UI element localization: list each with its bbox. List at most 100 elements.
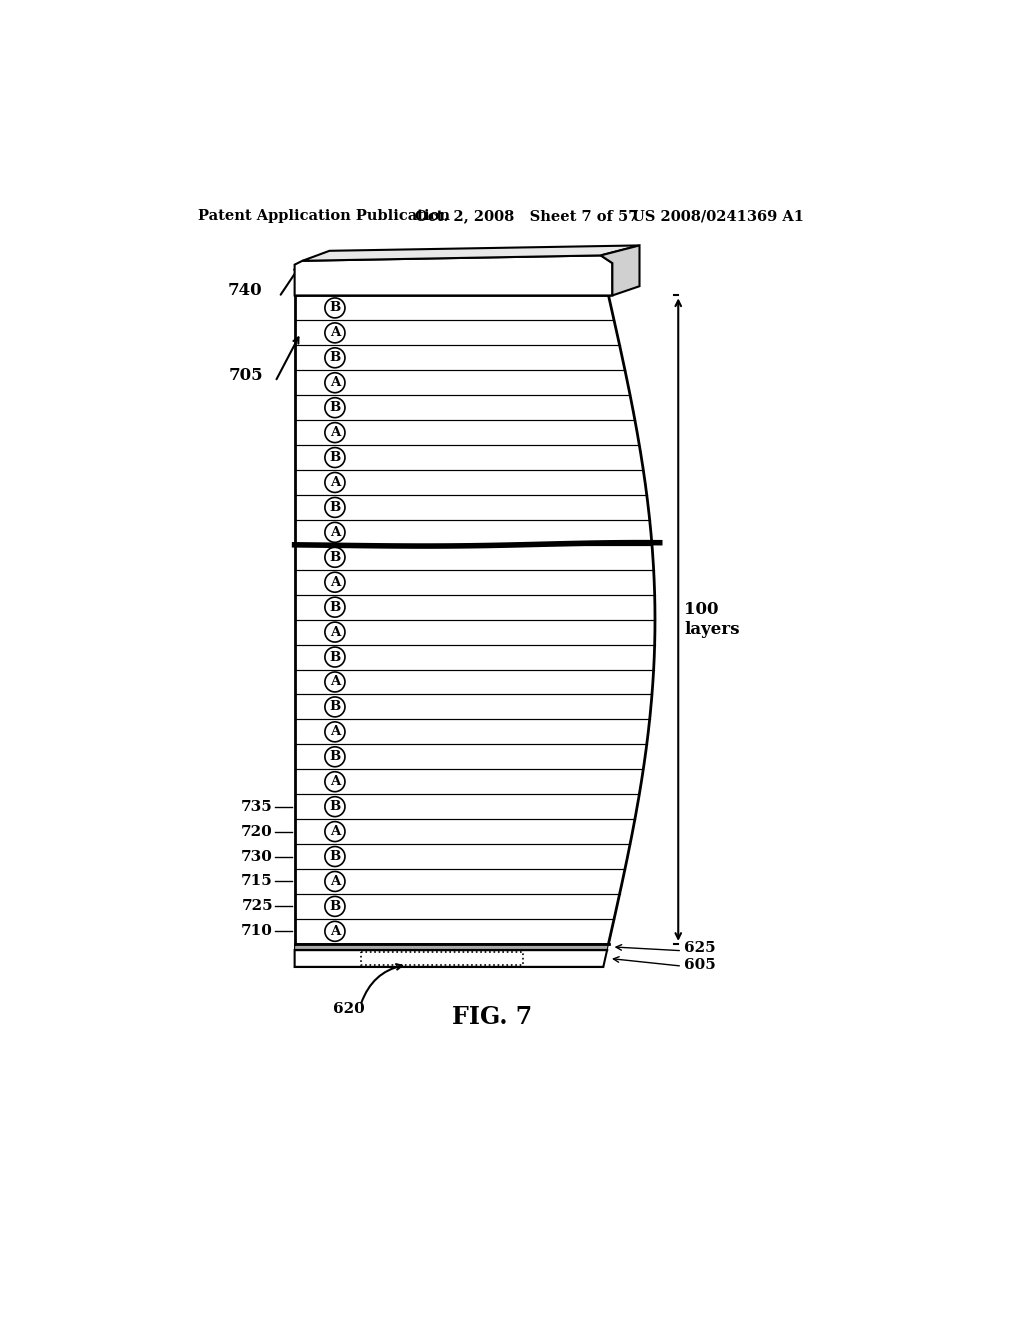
Circle shape: [325, 846, 345, 866]
Polygon shape: [295, 820, 635, 843]
Text: 730: 730: [241, 850, 273, 863]
Polygon shape: [302, 246, 640, 261]
Text: 725: 725: [242, 899, 273, 913]
Polygon shape: [295, 843, 630, 869]
Circle shape: [325, 323, 345, 343]
Text: A: A: [330, 925, 340, 937]
Text: 625: 625: [684, 941, 716, 956]
Polygon shape: [295, 545, 653, 570]
Polygon shape: [601, 246, 640, 296]
Text: B: B: [330, 601, 341, 614]
Circle shape: [325, 422, 345, 442]
Circle shape: [325, 896, 345, 916]
Circle shape: [325, 397, 345, 417]
Polygon shape: [295, 694, 652, 719]
Polygon shape: [295, 919, 614, 944]
Polygon shape: [295, 669, 653, 694]
Text: 710: 710: [241, 924, 273, 939]
Circle shape: [325, 672, 345, 692]
Text: A: A: [330, 426, 340, 440]
Circle shape: [325, 747, 345, 767]
Text: Patent Application Publication: Patent Application Publication: [198, 209, 450, 223]
Text: A: A: [330, 676, 340, 689]
Text: A: A: [330, 626, 340, 639]
Text: B: B: [330, 500, 341, 513]
Polygon shape: [295, 595, 655, 619]
Text: B: B: [330, 701, 341, 713]
Circle shape: [325, 821, 345, 842]
Text: 705: 705: [228, 367, 263, 384]
Polygon shape: [295, 346, 625, 371]
Text: Oct. 2, 2008   Sheet 7 of 57: Oct. 2, 2008 Sheet 7 of 57: [415, 209, 638, 223]
Polygon shape: [295, 950, 607, 966]
Text: A: A: [330, 376, 340, 389]
Text: A: A: [330, 576, 340, 589]
Text: B: B: [330, 351, 341, 364]
Polygon shape: [295, 770, 643, 795]
Circle shape: [325, 348, 345, 368]
Text: B: B: [330, 800, 341, 813]
Circle shape: [325, 647, 345, 667]
Polygon shape: [295, 420, 639, 445]
Polygon shape: [295, 719, 649, 744]
Text: 100
layers: 100 layers: [684, 602, 740, 638]
Polygon shape: [295, 321, 620, 346]
Text: B: B: [330, 451, 341, 465]
Text: A: A: [330, 326, 340, 339]
Polygon shape: [295, 869, 625, 894]
Text: B: B: [330, 550, 341, 564]
Text: 735: 735: [242, 800, 273, 813]
Text: B: B: [330, 750, 341, 763]
Text: A: A: [330, 875, 340, 888]
Polygon shape: [295, 619, 655, 644]
Circle shape: [325, 871, 345, 891]
Polygon shape: [295, 296, 614, 321]
Polygon shape: [295, 520, 652, 545]
Text: 715: 715: [242, 874, 273, 888]
Circle shape: [325, 548, 345, 568]
Text: B: B: [330, 401, 341, 414]
Circle shape: [325, 797, 345, 817]
Polygon shape: [295, 570, 654, 595]
Polygon shape: [295, 495, 649, 520]
Circle shape: [325, 722, 345, 742]
Circle shape: [325, 498, 345, 517]
Text: 720: 720: [242, 825, 273, 838]
Circle shape: [325, 298, 345, 318]
Circle shape: [325, 597, 345, 618]
Text: A: A: [330, 525, 340, 539]
Circle shape: [325, 772, 345, 792]
Polygon shape: [295, 644, 654, 669]
Circle shape: [325, 372, 345, 393]
Circle shape: [325, 697, 345, 717]
Polygon shape: [295, 744, 647, 770]
Text: B: B: [330, 651, 341, 664]
Text: 620: 620: [333, 1002, 365, 1016]
Polygon shape: [295, 256, 612, 296]
Polygon shape: [295, 944, 608, 950]
Polygon shape: [295, 894, 620, 919]
Text: US 2008/0241369 A1: US 2008/0241369 A1: [632, 209, 804, 223]
Text: A: A: [330, 775, 340, 788]
Text: 740: 740: [227, 282, 262, 300]
Text: 605: 605: [684, 957, 716, 972]
Bar: [360, 952, 523, 965]
Circle shape: [325, 622, 345, 642]
Circle shape: [325, 573, 345, 593]
Circle shape: [325, 921, 345, 941]
Text: A: A: [330, 477, 340, 488]
Circle shape: [325, 523, 345, 543]
Polygon shape: [295, 795, 639, 820]
Text: B: B: [330, 850, 341, 863]
Polygon shape: [295, 445, 643, 470]
Polygon shape: [295, 395, 635, 420]
Polygon shape: [295, 371, 630, 395]
Text: B: B: [330, 900, 341, 913]
Polygon shape: [295, 470, 647, 495]
Text: A: A: [330, 825, 340, 838]
Circle shape: [325, 473, 345, 492]
Text: FIG. 7: FIG. 7: [453, 1005, 532, 1030]
Text: A: A: [330, 726, 340, 738]
Text: B: B: [330, 301, 341, 314]
Circle shape: [325, 447, 345, 467]
